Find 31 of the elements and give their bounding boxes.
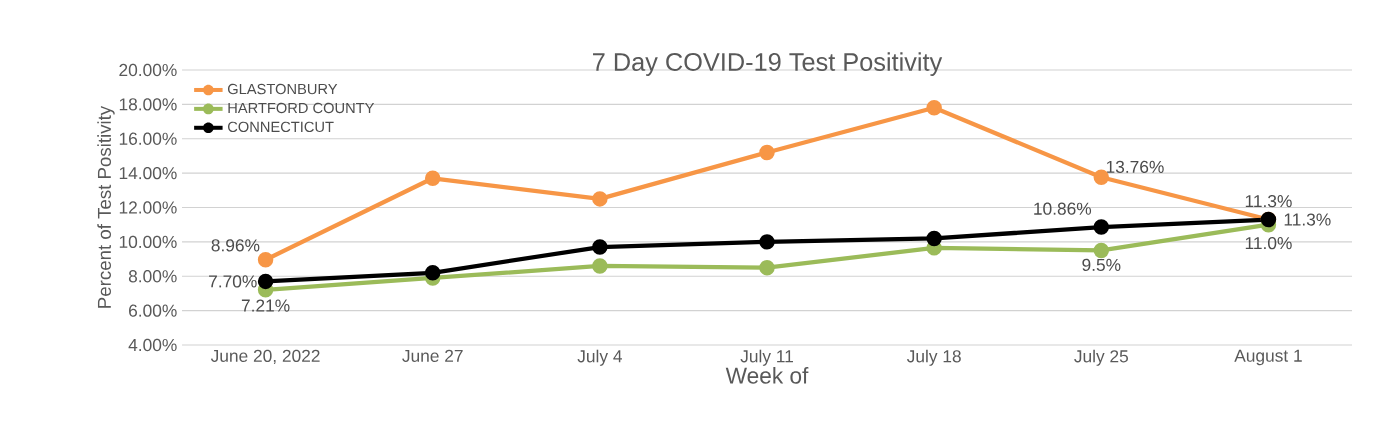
x-tick-label: July 11 <box>740 349 793 366</box>
x-tick-label: June 20, 2022 <box>210 349 320 365</box>
legend-label: HARTFORD COUNTY <box>228 102 375 114</box>
y-tick-label: 4.00% <box>128 338 177 352</box>
x-tick-label: July 25 <box>1074 349 1128 366</box>
x-tick-label: June 27 <box>402 349 463 362</box>
data-label: 11.3% <box>1245 194 1292 208</box>
y-tick-label: 14.00% <box>119 166 177 180</box>
x-tick-label: July 18 <box>906 349 961 366</box>
data-label: 8.96% <box>211 239 260 252</box>
y-axis-title: Percent of Test Positivity <box>97 105 115 308</box>
data-label: 11.3% <box>1284 213 1331 226</box>
chart-title: 7 Day COVID-19 Test Positivity <box>593 52 943 76</box>
legend-label: GLASTONBURY <box>227 83 338 95</box>
x-axis-title: Week of <box>725 367 809 384</box>
data-label: 11.0% <box>1245 236 1292 250</box>
y-tick-label: 6.00% <box>129 304 177 317</box>
data-label: 10.86% <box>1034 202 1092 215</box>
y-tick-label: 18.00% <box>119 98 177 111</box>
data-label: 7.70% <box>209 275 257 288</box>
y-tick-label: 8.00% <box>128 270 177 283</box>
y-tick-label: 10.00% <box>119 235 177 249</box>
x-tick-label: August 1 <box>1234 349 1302 366</box>
legend-label: CONNECTICUT <box>228 121 334 133</box>
y-tick-label: 16.00% <box>119 132 177 145</box>
data-label: 9.5% <box>1082 258 1121 272</box>
data-label: 7.21% <box>241 299 290 312</box>
y-tick-label: 20.00% <box>119 63 177 77</box>
x-tick-label: July 4 <box>577 349 622 366</box>
y-tick-label: 12.00% <box>119 201 177 214</box>
data-label: 13.76% <box>1106 160 1164 173</box>
